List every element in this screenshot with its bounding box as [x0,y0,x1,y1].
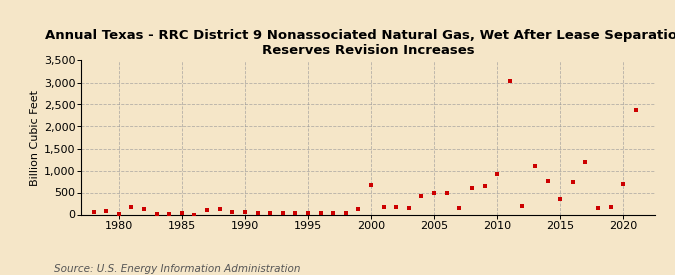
Point [517,204,528,208]
Point [542,178,553,183]
Point [429,191,439,195]
Point [176,211,187,216]
Point [404,206,414,210]
Point [618,182,628,186]
Point [101,208,111,213]
Point [479,184,490,189]
Point [593,205,603,210]
Point [366,183,377,188]
Point [302,210,313,215]
Point [290,211,301,215]
Point [353,207,364,211]
Point [491,172,502,176]
Point [277,211,288,215]
Point [113,212,124,216]
Point [454,206,464,211]
Point [391,205,402,209]
Point [227,210,238,214]
Point [252,211,263,215]
Point [416,193,427,198]
Point [630,108,641,112]
Point [378,205,389,210]
Point [151,212,162,216]
Point [466,186,477,190]
Point [138,207,149,211]
Point [164,212,175,216]
Point [340,211,351,215]
Point [530,163,541,168]
Y-axis label: Billion Cubic Feet: Billion Cubic Feet [30,89,40,186]
Text: Source: U.S. Energy Information Administration: Source: U.S. Energy Information Administ… [54,264,300,274]
Point [265,211,275,215]
Point [189,212,200,217]
Point [605,204,616,209]
Point [580,160,591,164]
Point [568,180,578,184]
Point [328,211,339,215]
Point [240,210,250,214]
Point [504,79,515,83]
Point [555,197,566,201]
Point [126,205,137,209]
Point [202,207,213,212]
Point [315,211,326,215]
Title: Annual Texas - RRC District 9 Nonassociated Natural Gas, Wet After Lease Separat: Annual Texas - RRC District 9 Nonassocia… [45,29,675,57]
Point [214,207,225,212]
Point [441,190,452,195]
Point [88,210,99,214]
